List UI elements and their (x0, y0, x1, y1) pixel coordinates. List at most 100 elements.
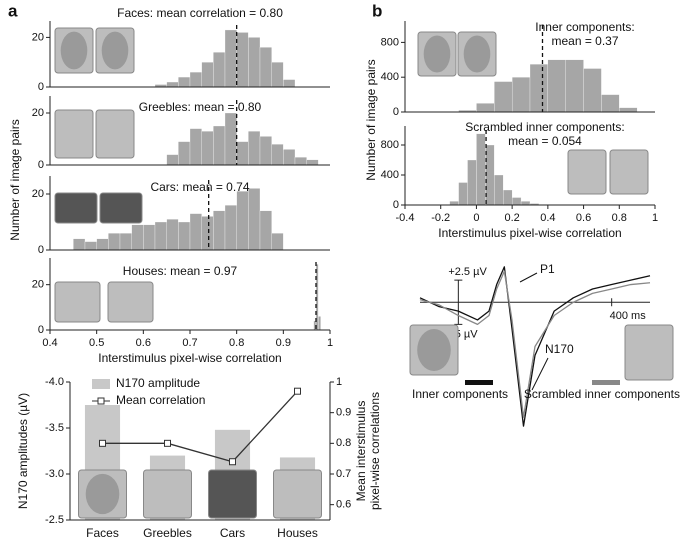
image-thumbnail (54, 281, 101, 323)
histogram-bar (259, 136, 272, 166)
chart-title: Greebles: mean = 0.80 (139, 100, 262, 114)
histogram-bar (154, 221, 167, 251)
histogram-bar (619, 107, 638, 113)
histogram-bar (565, 59, 584, 113)
panel-label: a (8, 1, 18, 20)
x-tick-label: 0.2 (504, 212, 519, 224)
histogram-bar (119, 233, 132, 251)
y-tick-label: 800 (381, 139, 399, 151)
legend-swatch (92, 379, 110, 389)
histogram-bar (601, 94, 620, 113)
x-tick-label: Cars (220, 526, 245, 540)
histogram-bar (248, 37, 261, 88)
histogram-bar (248, 188, 261, 251)
image-thumbnail (95, 109, 135, 159)
erp-line (419, 270, 651, 418)
x-tick-label: 400 ms (610, 310, 647, 322)
histogram-bar (96, 238, 109, 251)
image-thumbnail (54, 192, 98, 224)
x-tick-label: 0.8 (612, 212, 627, 224)
histogram-bar (178, 76, 191, 88)
x-tick-label: 0.7 (182, 337, 197, 349)
face-icon (60, 31, 88, 70)
chart-title: Houses: mean = 0.97 (123, 264, 238, 278)
chart-title: Faces: mean correlation = 0.80 (117, 6, 283, 20)
erp-line (419, 266, 651, 427)
face-icon (417, 329, 451, 371)
histogram-bar (84, 241, 97, 251)
histogram-bar (73, 238, 86, 251)
histogram-bar (511, 197, 522, 206)
chart-title: mean = 0.37 (551, 34, 618, 48)
histogram-bar (189, 128, 202, 166)
y-tick-label: 800 (381, 36, 399, 48)
line-marker (229, 458, 236, 466)
y-tick-label: -4.0 (45, 376, 64, 388)
y-axis-label: N170 amplitudes (µV) (16, 393, 30, 509)
y-tick-label: 400 (381, 169, 399, 181)
histogram-bar (259, 210, 272, 251)
histogram-bar (458, 182, 468, 206)
line-series (102, 390, 298, 463)
y-axis-label: Number of image pairs (8, 119, 22, 240)
histogram-bar (201, 131, 214, 166)
x-tick-label: Houses (277, 526, 318, 540)
y-tick-label: 20 (32, 107, 44, 119)
y2-tick-label: 0.6 (336, 499, 351, 511)
y2-axis-label: Mean interstimulus (354, 401, 368, 502)
image-thumbnail (273, 469, 322, 519)
y-tick-label: -2.5 (45, 514, 64, 526)
face-icon (101, 31, 129, 70)
histogram-bar (476, 103, 495, 113)
panel-label: b (372, 1, 382, 20)
histogram-bar (449, 201, 459, 206)
x-tick-label: 0.6 (576, 212, 591, 224)
histogram-bar (108, 233, 121, 251)
histogram-bar (236, 191, 249, 251)
histogram-bar (213, 125, 226, 166)
histogram-bar (213, 52, 226, 88)
chart-title: Inner components: (535, 20, 634, 34)
x-tick-label: 0.4 (540, 212, 555, 224)
histogram-bar (224, 112, 237, 166)
legend-swatch (592, 380, 620, 385)
legend-swatch (97, 397, 105, 405)
legend-label: Scrambled inner components (524, 387, 680, 401)
annotation-arrow (519, 272, 538, 283)
histogram-bar (166, 219, 179, 251)
histogram-bar (166, 81, 179, 88)
face-icon (463, 35, 491, 73)
histogram-bar (511, 77, 531, 113)
histogram-bar (271, 233, 284, 251)
histogram-bar (476, 133, 486, 206)
line-marker (294, 387, 301, 395)
face-icon (423, 35, 451, 73)
histogram-bar (213, 210, 226, 251)
histogram-bar (283, 149, 296, 166)
histogram-bar (236, 141, 249, 166)
histogram-bar (166, 154, 179, 166)
x-tick-label: 0.8 (229, 337, 244, 349)
image-thumbnail (107, 281, 154, 323)
y-tick-label: 0 (38, 324, 44, 336)
x-tick-label: 0.5 (89, 337, 104, 349)
x-tick-label: 0.4 (42, 337, 57, 349)
y-tick-label: 0 (38, 81, 44, 93)
histogram-bar (224, 29, 237, 88)
y-axis-label: Number of image pairs (364, 59, 378, 180)
y-tick-label: 0 (393, 106, 399, 118)
histogram-bar (143, 224, 156, 251)
histogram-bar (294, 157, 307, 166)
histogram-bar (271, 62, 284, 88)
y2-tick-label: 0.9 (336, 407, 351, 419)
y-tick-label: +2.5 µV (448, 266, 487, 278)
annotation: P1 (540, 262, 555, 276)
histogram-bar (283, 79, 296, 88)
histogram-bar (503, 189, 513, 206)
x-tick-label: -0.2 (431, 212, 450, 224)
y2-tick-label: 1 (336, 376, 342, 388)
histogram-bar (529, 64, 549, 113)
annotation: N170 (545, 342, 574, 356)
x-tick-label: 0.6 (136, 337, 151, 349)
